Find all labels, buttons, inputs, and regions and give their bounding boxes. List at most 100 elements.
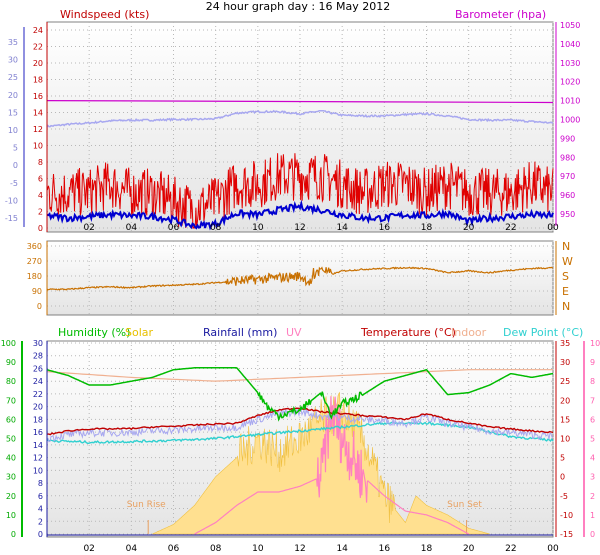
wind-x-tick: 04 (126, 223, 138, 233)
temp-y-tick: 5 (560, 454, 565, 463)
annotation-sun-rise: Sun Rise (127, 500, 166, 510)
uv-y-tick: 3 (590, 473, 595, 482)
wind-outer-y-tick: 25 (8, 73, 18, 82)
temp-y-tick: 30 (560, 358, 570, 367)
legend-indoor: Indoor (451, 326, 487, 339)
wind-outer-y-tick: 35 (8, 38, 18, 47)
legend-barometer: Barometer (hpa) (455, 8, 546, 21)
series-humidity (46, 367, 554, 422)
multi-x-tick: 04 (126, 544, 138, 554)
rain-y-tick: 28 (33, 352, 43, 361)
uv-y-tick: 6 (590, 415, 595, 424)
wind-x-tick: 06 (168, 223, 180, 233)
uv-y-tick: 2 (590, 492, 595, 501)
multi-x-tick: 02 (83, 544, 94, 554)
baro-y-tick: 1020 (560, 78, 580, 87)
uv-y-tick: 4 (590, 454, 595, 463)
wind-x-tick: 18 (421, 223, 433, 233)
baro-y-tick: 1040 (560, 40, 580, 49)
rain-y-tick: 16 (33, 428, 43, 437)
multi-x-tick: 12 (294, 544, 305, 554)
rain-y-tick: 0 (38, 530, 43, 539)
humidity-y-tick: 10 (6, 511, 16, 520)
rain-y-tick: 20 (33, 403, 43, 412)
rain-y-tick: 14 (33, 441, 43, 450)
humidity-y-tick: 0 (11, 530, 16, 539)
wind-x-tick: 14 (336, 223, 348, 233)
baro-y-tick: 970 (560, 172, 575, 181)
humidity-y-tick: 90 (6, 358, 16, 367)
baro-y-tick: 950 (560, 210, 575, 219)
wind-y-tick: 4 (38, 191, 43, 200)
wind-y-tick: 10 (33, 142, 43, 151)
wind-y-tick: 6 (38, 175, 43, 184)
multi-x-tick: 22 (505, 544, 516, 554)
baro-y-tick: 960 (560, 191, 575, 200)
wind-x-tick: 16 (379, 223, 391, 233)
baro-y-tick: 1030 (560, 59, 580, 68)
humidity-y-tick: 100 (1, 339, 16, 348)
direction-y-tick: 90 (32, 287, 42, 296)
rain-y-tick: 10 (33, 466, 43, 475)
wind-x-tick: 12 (294, 223, 305, 233)
temp-y-tick: 10 (560, 435, 570, 444)
series-wind-direction (46, 266, 554, 291)
baro-y-tick: 980 (560, 153, 575, 162)
wind-y-tick: 14 (33, 109, 43, 118)
direction-compass-tick: E (562, 285, 569, 298)
direction-compass-tick: W (562, 255, 573, 268)
wind-y-tick: 2 (38, 208, 43, 217)
uv-y-tick: 1 (590, 511, 595, 520)
legend-dew-point-c: Dew Point (°C) (503, 326, 583, 339)
multi-x-tick: 00 (547, 544, 559, 554)
rain-y-tick: 18 (33, 415, 43, 424)
wind-outer-y-tick: 20 (8, 91, 18, 100)
wind-x-tick: 08 (210, 223, 222, 233)
rain-y-tick: 30 (33, 339, 43, 348)
temp-y-tick: 35 (560, 339, 570, 348)
wind-outer-y-tick: 5 (13, 144, 18, 153)
rain-y-tick: 4 (38, 505, 43, 514)
uv-y-tick: 0 (590, 530, 595, 539)
wind-outer-y-tick: -10 (5, 196, 18, 205)
wind-y-tick: 8 (38, 158, 43, 167)
multi-x-tick: 06 (168, 544, 180, 554)
temp-y-tick: -15 (560, 530, 573, 539)
rain-y-tick: 2 (38, 517, 43, 526)
multi-panel: Sun Rise Sun Set 02 04 06 08 10 12 14 16 18 20 22 00… (1, 326, 600, 554)
direction-y-tick: 360 (27, 242, 42, 251)
rain-y-tick: 6 (38, 492, 43, 501)
legend-humidity: Humidity (%) (58, 326, 130, 339)
series-barometer (46, 100, 554, 104)
multi-x-tick: 10 (252, 544, 264, 554)
wind-y-tick: 12 (33, 125, 43, 134)
wind-x-tick: 20 (463, 223, 475, 233)
rain-y-tick: 26 (33, 364, 43, 373)
wind-outer-y-tick: 15 (8, 108, 18, 117)
humidity-y-tick: 40 (6, 454, 16, 463)
rain-y-tick: 12 (33, 454, 43, 463)
series-uv (194, 396, 469, 535)
wind-y-tick: 18 (33, 76, 43, 85)
series-dew-point (46, 421, 554, 444)
direction-compass-tick: N (562, 240, 570, 253)
wind-x-tick: 02 (83, 223, 94, 233)
multi-x-tick: 14 (336, 544, 348, 554)
legend-solar: Solar (125, 326, 154, 339)
humidity-y-tick: 20 (6, 492, 16, 501)
series-barometer-trace (46, 109, 554, 128)
uv-y-tick: 8 (590, 377, 595, 386)
wind-outer-y-tick: 30 (8, 56, 18, 65)
rain-y-tick: 22 (33, 390, 43, 399)
uv-y-tick: 7 (590, 396, 595, 405)
rain-y-tick: 8 (38, 479, 43, 488)
uv-y-tick: 9 (590, 358, 595, 367)
series-windspeed-avg (46, 199, 554, 231)
annotation-sun-set: Sun Set (447, 500, 482, 510)
wind-y-tick: 0 (38, 224, 43, 233)
humidity-y-tick: 50 (6, 435, 16, 444)
wind-outer-y-tick: -5 (10, 179, 18, 188)
humidity-y-tick: 80 (6, 377, 16, 386)
multi-x-tick: 16 (379, 544, 391, 554)
